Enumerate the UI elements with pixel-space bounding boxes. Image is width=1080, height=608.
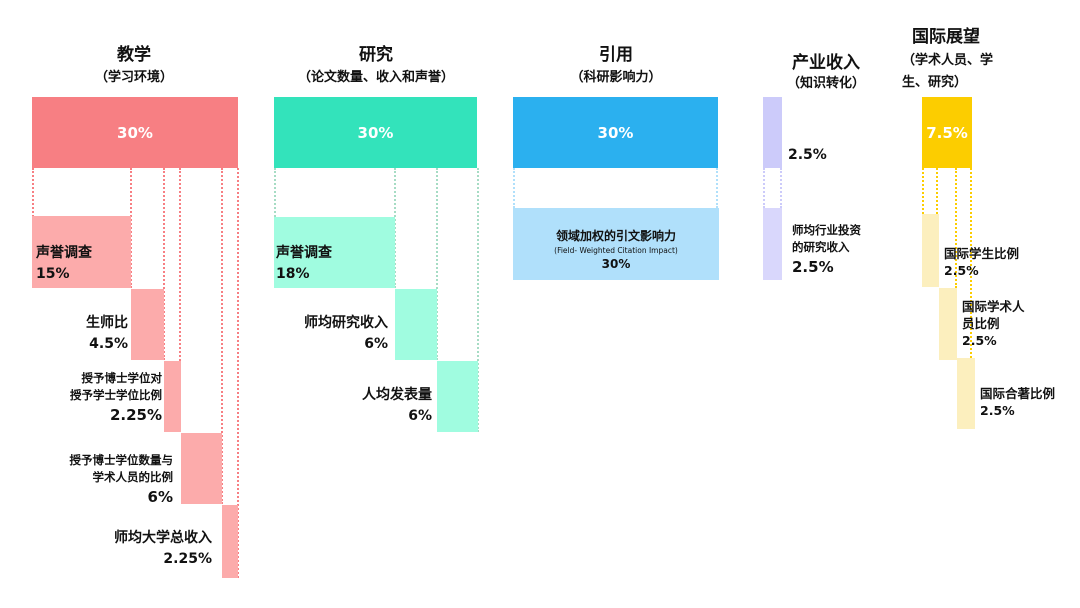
citations-title: 引用 bbox=[599, 45, 633, 65]
citations-subtitle: （科研影响力） bbox=[570, 70, 662, 85]
connector bbox=[513, 168, 515, 208]
teaching-item-box bbox=[181, 433, 222, 504]
teaching-weight: 30% bbox=[117, 123, 153, 142]
international-item-box bbox=[939, 288, 957, 360]
research-title: 研究 bbox=[359, 45, 393, 65]
international-subtitle: （学术人员、学 生、研究） bbox=[902, 53, 994, 90]
connector bbox=[970, 168, 972, 358]
industry-item-label: 师均行业投资 的研究收入 2.5% bbox=[792, 223, 861, 276]
research-item-box bbox=[437, 361, 478, 432]
citations-weight: 30% bbox=[597, 123, 634, 142]
teaching-item-box bbox=[222, 505, 238, 578]
research-item-box bbox=[274, 217, 395, 288]
connector bbox=[436, 168, 438, 360]
industry-weight: 2.5% bbox=[788, 147, 827, 163]
international-item-box bbox=[922, 214, 939, 287]
citations-item-box: 领域加权的引文影响力 (Field- Weighted Citation Imp… bbox=[513, 208, 719, 280]
teaching-item-label: 授予博士学位数量与 学术人员的比例 6% bbox=[69, 453, 174, 506]
industry-main-box bbox=[763, 97, 782, 168]
connector bbox=[922, 168, 924, 214]
international-item-label: 国际学生比例 2.5% bbox=[944, 246, 1020, 278]
research-item-label: 师均研究收入 6% bbox=[304, 315, 388, 352]
teaching-subtitle: （学习环境） bbox=[94, 70, 173, 85]
research-main-box: 30% bbox=[274, 97, 477, 168]
connector bbox=[179, 168, 181, 432]
citations-item-name-en: (Field- Weighted Citation Impact) bbox=[554, 246, 678, 255]
international-item-box bbox=[957, 358, 975, 429]
connector bbox=[163, 168, 165, 360]
research-weight: 30% bbox=[357, 123, 394, 142]
teaching-item-label: 师均大学总收入 2.25% bbox=[114, 530, 212, 567]
teaching-item-box bbox=[131, 289, 164, 360]
connector bbox=[716, 168, 718, 208]
research-item-label: 人均发表量 6% bbox=[362, 387, 432, 424]
connector bbox=[763, 168, 765, 208]
connector bbox=[780, 168, 782, 208]
teaching-main-box: 30% bbox=[32, 97, 238, 168]
research-item-label: 声誉调查 18% bbox=[276, 245, 332, 282]
industry-title: 产业收入 bbox=[792, 53, 860, 73]
connector bbox=[221, 168, 223, 504]
connector bbox=[394, 168, 396, 288]
international-item-label: 国际合著比例 2.5% bbox=[980, 386, 1056, 418]
industry-subtitle: （知识转化） bbox=[786, 76, 865, 91]
international-weight: 7.5% bbox=[926, 123, 968, 142]
teaching-item-box bbox=[164, 361, 181, 432]
international-title: 国际展望 bbox=[912, 27, 980, 47]
teaching-item-label: 生师比 4.5% bbox=[86, 315, 128, 352]
research-item-box bbox=[395, 289, 437, 360]
connector bbox=[477, 168, 479, 432]
teaching-item-box bbox=[32, 216, 131, 288]
connector bbox=[936, 168, 938, 214]
research-subtitle: （论文数量、收入和声誉） bbox=[297, 70, 454, 85]
teaching-item-label: 授予博士学位对 授予学士学位比例 2.25% bbox=[70, 371, 162, 424]
connector bbox=[237, 168, 239, 578]
teaching-item-label: 声誉调查 15% bbox=[36, 245, 92, 282]
citations-item-weight: 30% bbox=[601, 257, 631, 271]
teaching-title: 教学 bbox=[117, 45, 151, 65]
connector bbox=[955, 168, 957, 288]
citations-item-name: 领域加权的引文影响力 bbox=[555, 229, 676, 243]
international-main-box: 7.5% bbox=[922, 97, 972, 168]
international-item-label: 国际学术人 员比例 2.5% bbox=[962, 299, 1025, 348]
industry-item-box bbox=[763, 208, 782, 280]
citations-main-box: 30% bbox=[513, 97, 718, 168]
connector bbox=[130, 168, 132, 288]
